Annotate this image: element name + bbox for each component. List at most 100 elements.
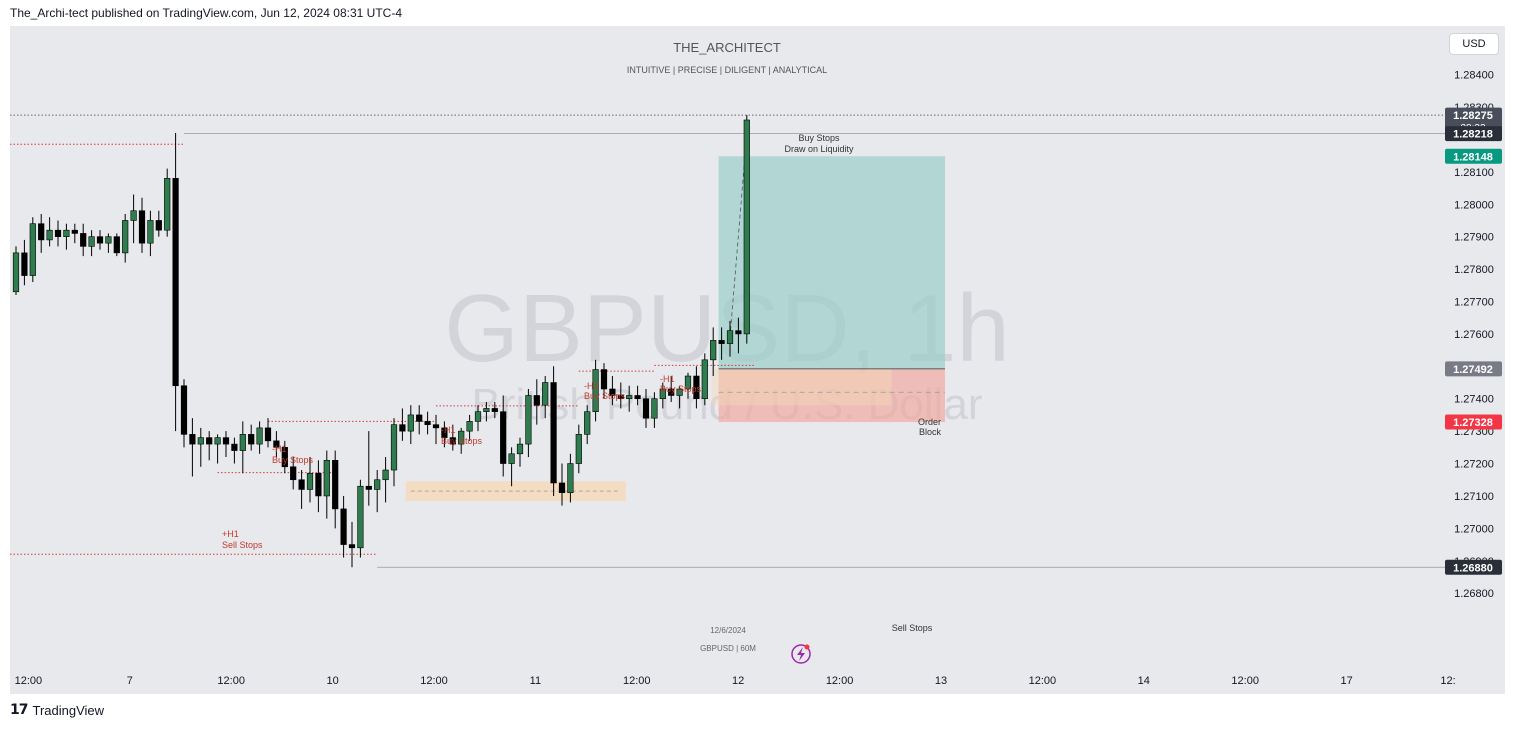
time-tick-label: 12:00 xyxy=(217,675,245,687)
draw-on-liquidity-label: Draw on Liquidity xyxy=(784,144,854,154)
time-tick-label: 13 xyxy=(935,675,947,687)
price-badges: 1.2827528:321.282181.281481.274921.27328… xyxy=(1445,107,1502,575)
buy-stops-4-label: Buy Stops xyxy=(660,384,702,394)
candle-body xyxy=(676,388,683,396)
candle xyxy=(399,408,406,441)
buy-stops-4-tf: -H1 xyxy=(660,374,675,384)
candle-body xyxy=(474,411,482,422)
candle-body xyxy=(239,434,246,451)
candle-body xyxy=(180,385,188,435)
candle-body xyxy=(264,427,272,442)
buy-stops-3-label: Buy Stops xyxy=(584,391,626,401)
candle xyxy=(332,450,339,529)
publisher-line: The_Archi-tect published on TradingView.… xyxy=(10,6,403,20)
candle xyxy=(407,405,414,445)
brand-footer[interactable]: 17 TradingView xyxy=(10,702,104,718)
order-block-label-1: Order xyxy=(918,417,941,427)
candle-body xyxy=(651,398,658,419)
candle-body xyxy=(348,544,356,549)
time-tick-label: 12:00 xyxy=(1029,675,1057,687)
candle-body xyxy=(718,340,725,344)
candle xyxy=(348,521,356,568)
candle-body xyxy=(449,437,456,445)
candle-body xyxy=(441,427,448,438)
tradingview-logo-icon: 17 xyxy=(10,702,29,718)
price-badge: 1.27328 xyxy=(1445,414,1502,430)
time-tick-label: 12 xyxy=(732,675,744,687)
candle xyxy=(441,421,448,448)
candle xyxy=(542,376,549,419)
candle xyxy=(80,223,87,257)
chart-header-subtitle: INTUITIVE | PRECISE | DILIGENT | ANALYTI… xyxy=(627,65,827,75)
candle-body xyxy=(491,408,498,412)
candle-body xyxy=(382,469,389,481)
price-tick-label: 1.27100 xyxy=(1454,491,1494,503)
currency-button[interactable]: USD xyxy=(1449,33,1499,55)
candle-body xyxy=(584,411,591,435)
candle-body xyxy=(71,229,78,234)
lightning-icon[interactable] xyxy=(791,644,811,664)
candle-body xyxy=(626,395,633,400)
price-badge-value: 1.26880 xyxy=(1453,562,1493,574)
candle xyxy=(491,401,498,419)
candle-body xyxy=(96,236,104,244)
candle-body xyxy=(659,388,666,400)
candle xyxy=(390,418,398,487)
candle xyxy=(248,424,255,451)
candle-body xyxy=(147,220,154,244)
sell-stops-label: Sell Stops xyxy=(222,540,263,550)
candle xyxy=(214,434,221,464)
candle xyxy=(12,246,20,296)
candle xyxy=(600,363,608,399)
candle-body xyxy=(516,443,524,455)
candle-body xyxy=(642,398,650,419)
price-badge-value: 1.28275 xyxy=(1453,110,1493,122)
candle xyxy=(693,366,700,409)
candle-body xyxy=(466,421,473,432)
candle xyxy=(122,213,129,263)
candle-body xyxy=(500,411,507,464)
candle xyxy=(340,495,347,558)
candle xyxy=(38,213,45,253)
price-badge: 1.27492 xyxy=(1445,361,1502,377)
candle xyxy=(617,382,624,409)
candle xyxy=(306,457,314,503)
level-lines-layer xyxy=(10,114,1447,568)
candle xyxy=(743,115,750,344)
price-badge: 1.26880 xyxy=(1445,559,1502,575)
candle xyxy=(155,210,162,237)
candles-layer xyxy=(12,115,750,568)
candle xyxy=(365,431,372,506)
price-tick-label: 1.27800 xyxy=(1454,264,1494,276)
price-tick-label: 1.28100 xyxy=(1454,167,1494,179)
buy-stops-1-label: Buy Stops xyxy=(272,455,314,465)
price-badge-value: 1.27328 xyxy=(1453,417,1493,429)
buy-stops-2-tf: -H1 xyxy=(441,425,456,435)
candle xyxy=(63,223,70,250)
candle xyxy=(432,414,440,445)
date-label: 12/6/2024 xyxy=(710,626,746,635)
candle xyxy=(718,327,725,360)
time-axis[interactable]: 12:00 7 12:00 10 12:00 11 12:00 12 12:00 13 12:00 1… xyxy=(15,675,1456,687)
candle-body xyxy=(273,440,280,448)
time-tick-label: 17 xyxy=(1340,675,1352,687)
price-badge-bg xyxy=(1445,148,1502,164)
candle xyxy=(575,424,582,474)
candle xyxy=(449,424,456,451)
time-tick-label: 14 xyxy=(1138,675,1150,687)
candle xyxy=(483,401,490,422)
candle xyxy=(424,411,431,435)
candle-body xyxy=(525,395,532,445)
candle-body xyxy=(357,485,364,549)
chart-area[interactable]: GBPUSD, 1h British Pound / U.S. Dollar T… xyxy=(10,26,1505,694)
candle xyxy=(21,239,28,286)
candle-body xyxy=(390,424,398,471)
candle-body xyxy=(668,388,675,396)
price-badge-value: 1.28218 xyxy=(1453,129,1493,141)
symbol-timeframe-label: GBPUSD | 60M xyxy=(700,644,756,653)
annotations: -H1 Buy Stops -H1 Buy Stops -H1 Buy Stop… xyxy=(222,133,941,653)
candle-body xyxy=(290,466,297,481)
candle-body xyxy=(567,463,574,494)
price-badge-bg xyxy=(1445,414,1502,430)
candlestick-chart[interactable]: GBPUSD, 1h British Pound / U.S. Dollar T… xyxy=(10,26,1505,694)
